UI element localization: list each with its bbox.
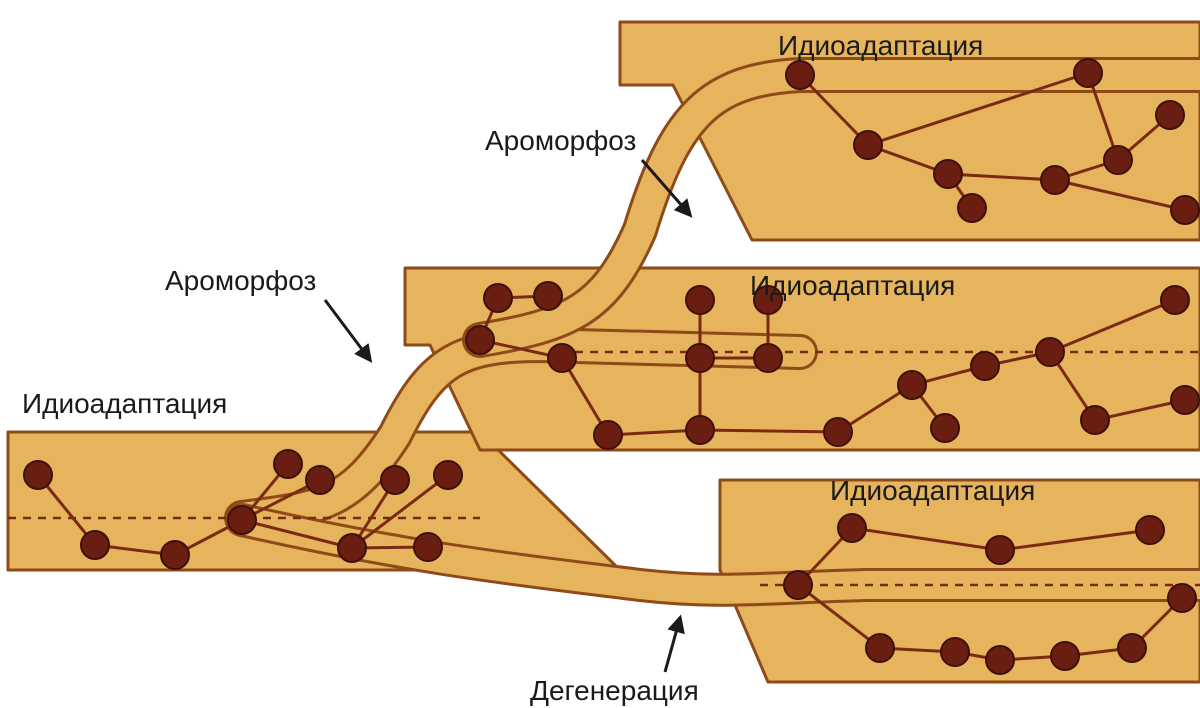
network-middle-node — [534, 282, 562, 310]
network-bottom-node — [1136, 516, 1164, 544]
label-degen: Дегенерация — [530, 675, 699, 706]
network-middle-node — [1161, 286, 1189, 314]
network-bottom-node — [941, 638, 969, 666]
network-left-node — [161, 541, 189, 569]
network-middle-node — [686, 286, 714, 314]
network-middle-node — [1171, 386, 1199, 414]
network-middle-node — [1081, 406, 1109, 434]
network-middle-node — [824, 418, 852, 446]
network-left-node — [274, 450, 302, 478]
network-left-node — [434, 461, 462, 489]
network-bottom-node — [986, 536, 1014, 564]
network-middle-node — [466, 326, 494, 354]
network-top-node — [1041, 166, 1069, 194]
network-bottom-node — [986, 646, 1014, 674]
evolution-diagram: Идиоадаптация Ароморфоз Ароморфоз Идиоадапт… — [0, 0, 1200, 708]
network-top-node — [786, 61, 814, 89]
arrow-degen — [665, 618, 680, 672]
network-left-node — [381, 466, 409, 494]
arrow-aromo-mid — [325, 300, 370, 360]
network-bottom-node — [1051, 642, 1079, 670]
network-top-node — [1104, 146, 1132, 174]
network-bottom-node — [1168, 584, 1196, 612]
network-bottom-node — [866, 634, 894, 662]
network-middle-node — [1036, 338, 1064, 366]
network-top-node — [1171, 196, 1199, 224]
network-middle-node — [548, 344, 576, 372]
network-bottom-node — [784, 571, 812, 599]
network-left-node — [81, 531, 109, 559]
network-top-node — [854, 131, 882, 159]
network-middle-node — [754, 344, 782, 372]
label-idio_top: Идиоадаптация — [778, 30, 983, 61]
label-idio_left: Идиоадаптация — [22, 388, 227, 419]
network-middle-node — [686, 344, 714, 372]
network-middle-node — [971, 352, 999, 380]
label-idio_bot_r: Идиоадаптация — [830, 475, 1035, 506]
network-top-node — [934, 160, 962, 188]
label-idio_mid_r: Идиоадаптация — [750, 270, 955, 301]
network-top-node — [958, 194, 986, 222]
network-bottom-node — [838, 514, 866, 542]
network-left-node — [24, 461, 52, 489]
network-top-node — [1074, 59, 1102, 87]
network-middle-node — [594, 421, 622, 449]
network-bottom-node — [1118, 634, 1146, 662]
network-middle-node — [898, 371, 926, 399]
network-left-node — [306, 466, 334, 494]
network-middle-node — [686, 416, 714, 444]
network-left-node — [228, 506, 256, 534]
network-left-node — [414, 533, 442, 561]
network-middle-edge — [700, 430, 838, 432]
label-aromo_top: Ароморфоз — [485, 125, 636, 156]
network-middle-node — [484, 284, 512, 312]
network-middle-node — [931, 414, 959, 442]
network-top-node — [1156, 101, 1184, 129]
network-left-node — [338, 534, 366, 562]
label-aromo_mid: Ароморфоз — [165, 265, 316, 296]
